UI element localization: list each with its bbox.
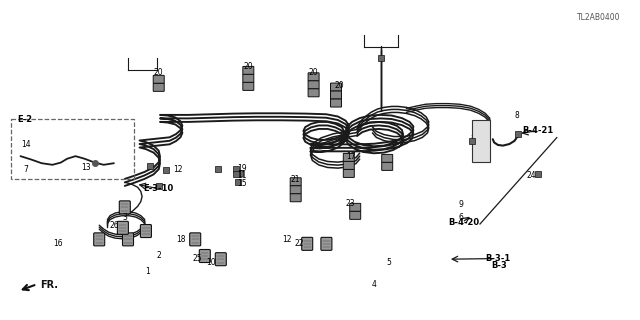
FancyBboxPatch shape xyxy=(343,153,355,161)
Text: 4: 4 xyxy=(372,280,377,289)
FancyBboxPatch shape xyxy=(243,74,254,82)
FancyBboxPatch shape xyxy=(308,73,319,81)
FancyBboxPatch shape xyxy=(381,163,393,170)
FancyBboxPatch shape xyxy=(330,83,342,91)
Text: 18: 18 xyxy=(176,235,185,244)
Text: 17: 17 xyxy=(346,152,356,161)
Text: 2: 2 xyxy=(156,252,161,260)
Text: 9: 9 xyxy=(458,200,463,209)
Text: 15: 15 xyxy=(237,179,247,188)
Text: 12: 12 xyxy=(282,235,291,244)
Text: 20: 20 xyxy=(334,81,344,90)
Text: 12: 12 xyxy=(173,165,182,174)
FancyBboxPatch shape xyxy=(330,99,342,107)
FancyBboxPatch shape xyxy=(349,204,361,212)
FancyBboxPatch shape xyxy=(189,233,201,246)
Text: FR.: FR. xyxy=(40,280,58,291)
Text: 20: 20 xyxy=(154,68,164,77)
Text: 20: 20 xyxy=(243,62,253,71)
Text: B-4-20: B-4-20 xyxy=(449,218,479,227)
Text: 6: 6 xyxy=(458,213,463,222)
FancyBboxPatch shape xyxy=(243,82,254,90)
FancyBboxPatch shape xyxy=(119,201,131,214)
FancyBboxPatch shape xyxy=(321,237,332,250)
FancyBboxPatch shape xyxy=(381,155,393,163)
FancyBboxPatch shape xyxy=(349,212,361,220)
FancyBboxPatch shape xyxy=(330,91,342,99)
Text: 10: 10 xyxy=(206,258,216,267)
Text: 23: 23 xyxy=(346,199,356,208)
FancyBboxPatch shape xyxy=(122,233,134,246)
Text: E-2: E-2 xyxy=(17,116,32,124)
FancyBboxPatch shape xyxy=(343,170,355,177)
FancyBboxPatch shape xyxy=(215,253,227,266)
Text: 16: 16 xyxy=(52,239,63,248)
FancyBboxPatch shape xyxy=(290,186,301,194)
Text: E-3-10: E-3-10 xyxy=(143,184,174,193)
Text: 11: 11 xyxy=(237,171,246,180)
FancyBboxPatch shape xyxy=(199,250,211,262)
FancyBboxPatch shape xyxy=(343,161,355,170)
Text: 22: 22 xyxy=(295,239,304,248)
FancyBboxPatch shape xyxy=(301,237,313,250)
Text: 26: 26 xyxy=(109,221,119,230)
Text: B-4-21: B-4-21 xyxy=(522,126,553,135)
FancyBboxPatch shape xyxy=(153,83,164,92)
Text: B-3-1: B-3-1 xyxy=(485,254,511,263)
FancyBboxPatch shape xyxy=(117,221,129,234)
FancyBboxPatch shape xyxy=(153,76,164,83)
Text: 21: 21 xyxy=(291,175,300,184)
FancyBboxPatch shape xyxy=(93,233,105,246)
Text: 1: 1 xyxy=(145,268,150,276)
Text: 5: 5 xyxy=(387,258,392,267)
FancyBboxPatch shape xyxy=(243,67,254,74)
FancyBboxPatch shape xyxy=(308,89,319,97)
Text: 8: 8 xyxy=(515,111,520,120)
FancyBboxPatch shape xyxy=(290,194,301,202)
FancyBboxPatch shape xyxy=(140,225,152,237)
Text: 19: 19 xyxy=(237,164,247,173)
Text: 24: 24 xyxy=(526,171,536,180)
Text: 7: 7 xyxy=(23,165,28,174)
Text: 13: 13 xyxy=(81,163,92,172)
Text: 25: 25 xyxy=(192,254,202,263)
Text: B-3: B-3 xyxy=(492,261,507,270)
Text: 14: 14 xyxy=(20,140,31,149)
Text: 20: 20 xyxy=(308,68,319,77)
Text: TL2AB0400: TL2AB0400 xyxy=(577,13,621,22)
FancyBboxPatch shape xyxy=(290,178,301,186)
FancyBboxPatch shape xyxy=(308,81,319,89)
Bar xyxy=(472,120,490,162)
Text: 3: 3 xyxy=(122,213,127,222)
